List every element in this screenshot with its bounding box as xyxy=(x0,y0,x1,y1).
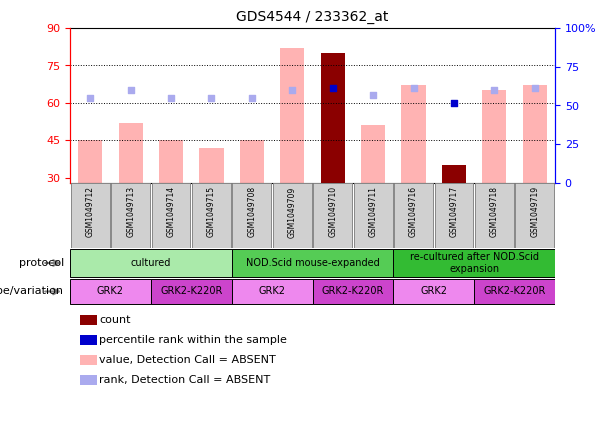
Text: GSM1049719: GSM1049719 xyxy=(530,186,539,237)
FancyBboxPatch shape xyxy=(313,183,352,248)
Text: GSM1049708: GSM1049708 xyxy=(248,186,256,237)
FancyBboxPatch shape xyxy=(474,278,555,305)
Text: GSM1049718: GSM1049718 xyxy=(490,186,499,237)
Text: count: count xyxy=(99,315,131,325)
Point xyxy=(166,95,176,102)
Text: GSM1049710: GSM1049710 xyxy=(328,186,337,237)
Text: GSM1049709: GSM1049709 xyxy=(287,186,297,237)
Bar xyxy=(482,91,506,183)
Text: GSM1049716: GSM1049716 xyxy=(409,186,418,237)
Text: percentile rank within the sample: percentile rank within the sample xyxy=(99,335,287,345)
Text: GSM1049712: GSM1049712 xyxy=(86,186,94,237)
Text: genotype/variation: genotype/variation xyxy=(0,286,64,297)
FancyBboxPatch shape xyxy=(394,249,555,277)
Point xyxy=(207,95,216,102)
Point xyxy=(489,87,499,94)
Text: GSM1049713: GSM1049713 xyxy=(126,186,135,237)
FancyBboxPatch shape xyxy=(70,249,232,277)
FancyBboxPatch shape xyxy=(435,183,473,248)
FancyBboxPatch shape xyxy=(394,183,433,248)
Bar xyxy=(80,316,97,325)
Text: GRK2-K220R: GRK2-K220R xyxy=(322,286,384,297)
Text: GSM1049717: GSM1049717 xyxy=(449,186,459,237)
FancyBboxPatch shape xyxy=(71,183,110,248)
Bar xyxy=(523,85,547,183)
Text: rank, Detection Call = ABSENT: rank, Detection Call = ABSENT xyxy=(99,375,270,385)
Bar xyxy=(118,123,143,183)
Text: protocol: protocol xyxy=(18,258,64,268)
FancyBboxPatch shape xyxy=(394,278,474,305)
Point xyxy=(530,85,539,91)
Bar xyxy=(442,165,466,183)
FancyBboxPatch shape xyxy=(354,183,392,248)
FancyBboxPatch shape xyxy=(273,183,311,248)
Bar xyxy=(80,376,97,385)
Text: GRK2-K220R: GRK2-K220R xyxy=(160,286,223,297)
Text: GRK2: GRK2 xyxy=(421,286,447,297)
Text: value, Detection Call = ABSENT: value, Detection Call = ABSENT xyxy=(99,355,276,365)
FancyBboxPatch shape xyxy=(232,249,394,277)
Text: NOD.Scid mouse-expanded: NOD.Scid mouse-expanded xyxy=(246,258,379,268)
FancyBboxPatch shape xyxy=(516,183,554,248)
Point xyxy=(287,87,297,94)
FancyBboxPatch shape xyxy=(232,183,272,248)
Point xyxy=(247,95,257,102)
FancyBboxPatch shape xyxy=(111,183,150,248)
Text: re-cultured after NOD.Scid
expansion: re-cultured after NOD.Scid expansion xyxy=(409,252,539,274)
Text: cultured: cultured xyxy=(131,258,171,268)
Bar xyxy=(78,140,102,183)
Bar xyxy=(402,85,425,183)
Point xyxy=(449,99,459,106)
Text: GSM1049714: GSM1049714 xyxy=(167,186,175,237)
Bar xyxy=(321,53,345,183)
Bar xyxy=(199,148,224,183)
Text: GSM1049715: GSM1049715 xyxy=(207,186,216,237)
Bar xyxy=(159,140,183,183)
FancyBboxPatch shape xyxy=(232,278,313,305)
Bar xyxy=(80,355,97,365)
Bar xyxy=(280,48,305,183)
FancyBboxPatch shape xyxy=(151,278,232,305)
FancyBboxPatch shape xyxy=(70,278,151,305)
Point xyxy=(368,92,378,99)
Text: GRK2: GRK2 xyxy=(97,286,124,297)
Bar xyxy=(361,126,385,183)
Point xyxy=(409,85,419,91)
Bar xyxy=(80,335,97,345)
Point xyxy=(85,95,95,102)
Title: GDS4544 / 233362_at: GDS4544 / 233362_at xyxy=(237,10,389,24)
Text: GRK2: GRK2 xyxy=(259,286,286,297)
FancyBboxPatch shape xyxy=(151,183,191,248)
Point xyxy=(328,85,338,91)
FancyBboxPatch shape xyxy=(192,183,231,248)
Text: GSM1049711: GSM1049711 xyxy=(368,186,378,237)
Point xyxy=(126,87,135,94)
Text: GRK2-K220R: GRK2-K220R xyxy=(484,286,546,297)
Bar xyxy=(240,140,264,183)
FancyBboxPatch shape xyxy=(475,183,514,248)
FancyBboxPatch shape xyxy=(313,278,394,305)
